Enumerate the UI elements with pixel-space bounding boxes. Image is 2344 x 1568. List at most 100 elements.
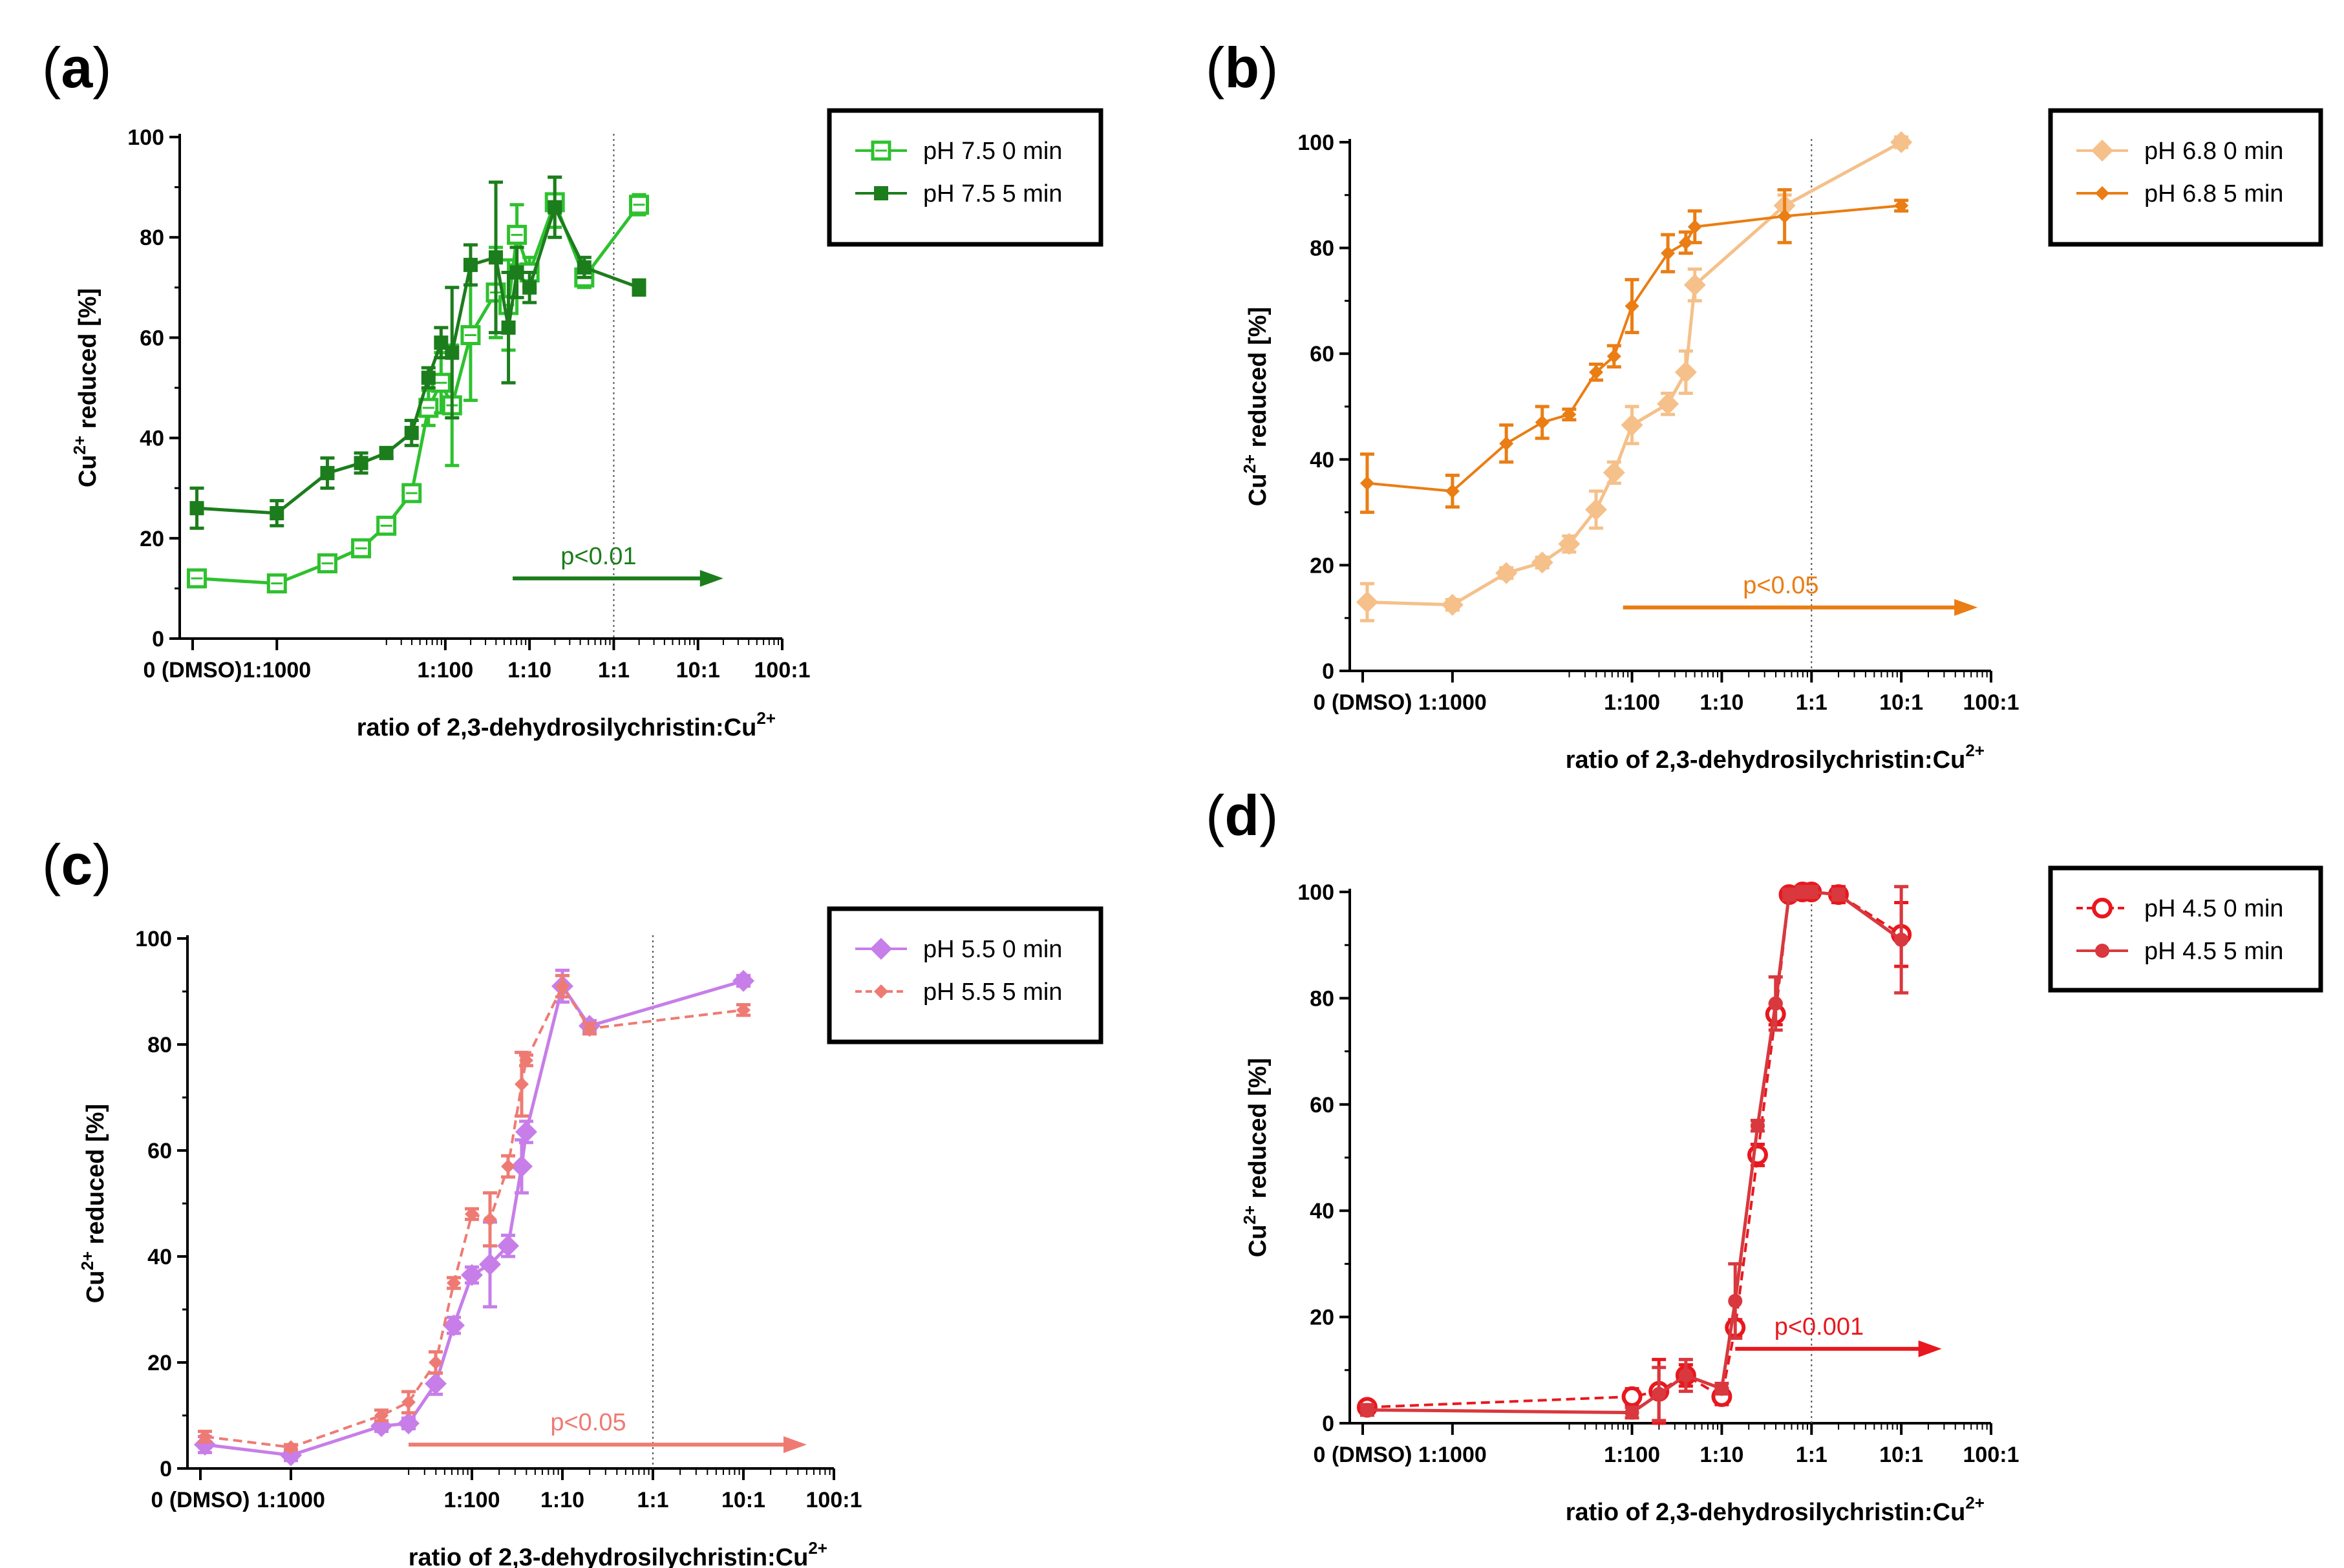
series-line xyxy=(1367,140,1902,607)
x-tick-label: 100:1 xyxy=(754,658,811,683)
x-tick-label: 1:100 xyxy=(417,658,473,683)
data-point xyxy=(1777,209,1792,224)
data-point xyxy=(421,370,436,385)
significance-label: p<0.05 xyxy=(1743,572,1818,599)
data-point xyxy=(632,280,646,295)
y-tick-label: 100 xyxy=(135,927,172,951)
x-axis-label: ratio of 2,3-dehydrosilychristin:Cu2+ xyxy=(357,708,776,741)
panel-label: (c) xyxy=(42,832,112,896)
data-point xyxy=(1894,198,1909,213)
y-tick-label: 80 xyxy=(1310,986,1334,1011)
data-point xyxy=(1359,1403,1374,1417)
y-tick-label: 60 xyxy=(1310,342,1334,366)
x-tick-label: 0 (DMSO) xyxy=(151,1488,250,1512)
data-point xyxy=(1782,887,1796,902)
x-tick-label: 100:1 xyxy=(1963,690,2019,715)
data-point xyxy=(1441,593,1464,616)
data-point xyxy=(1625,1405,1639,1420)
data-point xyxy=(515,1077,529,1092)
x-tick-label: 1:10 xyxy=(1699,690,1743,715)
chart-panel-d: (d) 0 20 40 60 80 100 0 (DMSO) 1:1000 1:100 1:10 1:… xyxy=(1206,783,2323,1526)
data-point xyxy=(434,335,449,350)
data-point xyxy=(1714,1381,1729,1396)
data-point xyxy=(483,1212,497,1227)
data-point xyxy=(463,257,478,272)
legend-box xyxy=(2048,865,2323,993)
data-point xyxy=(489,250,504,265)
data-point xyxy=(501,320,516,335)
data-point xyxy=(443,1314,465,1337)
data-point xyxy=(1750,1118,1765,1133)
x-tick-label: 1:10 xyxy=(507,658,551,683)
data-point xyxy=(1894,932,1909,947)
data-point xyxy=(1603,461,1625,484)
data-point xyxy=(577,260,591,275)
y-tick-label: 0 xyxy=(1322,1412,1334,1436)
x-tick-label: 100:1 xyxy=(806,1488,862,1512)
data-point xyxy=(1585,498,1608,521)
x-tick-label: 1:1 xyxy=(1796,690,1827,715)
data-point xyxy=(374,1408,389,1423)
data-point xyxy=(1562,407,1577,422)
data-point xyxy=(1683,273,1706,296)
data-point xyxy=(522,280,537,295)
significance-arrowhead xyxy=(1954,599,1978,616)
panel-label: (a) xyxy=(42,36,112,100)
data-point xyxy=(1589,365,1604,379)
chart-panel-c: (c) 0 20 40 60 80 100 0 (DMSO) 1:1000 1:100 1:10 1:… xyxy=(42,832,1103,1568)
x-tick-label: 1:10 xyxy=(1699,1443,1743,1467)
data-point xyxy=(1625,299,1639,313)
data-point xyxy=(1356,591,1378,613)
data-point xyxy=(465,1207,479,1222)
data-point xyxy=(1687,219,1702,234)
legend-label: pH 7.5 5 min xyxy=(923,180,1062,207)
x-tick-label: 10:1 xyxy=(1879,1443,1923,1467)
series-line xyxy=(1367,204,1902,493)
significance-arrowhead xyxy=(699,569,723,587)
series-0 xyxy=(187,175,650,594)
data-point xyxy=(379,445,394,460)
x-tick-label: 1:1 xyxy=(637,1488,668,1512)
data-point xyxy=(1359,476,1374,491)
y-tick-label: 0 xyxy=(152,627,164,652)
data-point xyxy=(445,345,460,360)
legend-label: pH 6.8 0 min xyxy=(2144,138,2283,165)
series-1 xyxy=(189,175,646,530)
data-point xyxy=(1661,246,1676,260)
x-axis-label: ratio of 2,3-dehydrosilychristin:Cu2+ xyxy=(1566,741,1985,774)
data-point xyxy=(1499,436,1514,451)
data-point xyxy=(425,1372,447,1395)
series-1 xyxy=(198,973,751,1455)
legend-marker xyxy=(2091,140,2113,162)
y-tick-label: 40 xyxy=(147,1245,172,1269)
y-axis-label: Cu2+ reduced [%] xyxy=(1240,307,1272,506)
y-tick-label: 40 xyxy=(1310,1199,1334,1224)
x-tick-label: 0 (DMSO) xyxy=(1314,1443,1412,1467)
data-point xyxy=(501,1159,515,1174)
legend-label: pH 5.5 0 min xyxy=(923,936,1062,963)
data-point xyxy=(1495,562,1518,584)
y-tick-label: 40 xyxy=(140,427,164,451)
data-point xyxy=(732,969,754,992)
significance-label: p<0.001 xyxy=(1774,1313,1864,1340)
data-point xyxy=(320,465,335,480)
data-point xyxy=(1768,996,1783,1011)
data-point xyxy=(1804,885,1819,899)
significance-arrowhead xyxy=(783,1436,807,1454)
legend-marker xyxy=(874,186,888,200)
y-tick-label: 100 xyxy=(127,125,164,150)
data-point xyxy=(461,1264,483,1286)
data-point xyxy=(1621,414,1643,436)
data-point xyxy=(519,1053,533,1068)
y-tick-label: 20 xyxy=(1310,553,1334,578)
y-tick-label: 80 xyxy=(1310,237,1334,261)
x-axis-label: ratio of 2,3-dehydrosilychristin:Cu2+ xyxy=(1566,1493,1985,1526)
data-point xyxy=(1831,887,1846,902)
data-point xyxy=(515,1121,537,1143)
significance-label: p<0.01 xyxy=(560,543,636,570)
data-point xyxy=(582,1021,597,1036)
data-point xyxy=(1535,415,1550,430)
data-point xyxy=(1558,533,1581,555)
legend-label: pH 5.5 5 min xyxy=(923,979,1062,1006)
y-tick-label: 60 xyxy=(1310,1093,1334,1118)
